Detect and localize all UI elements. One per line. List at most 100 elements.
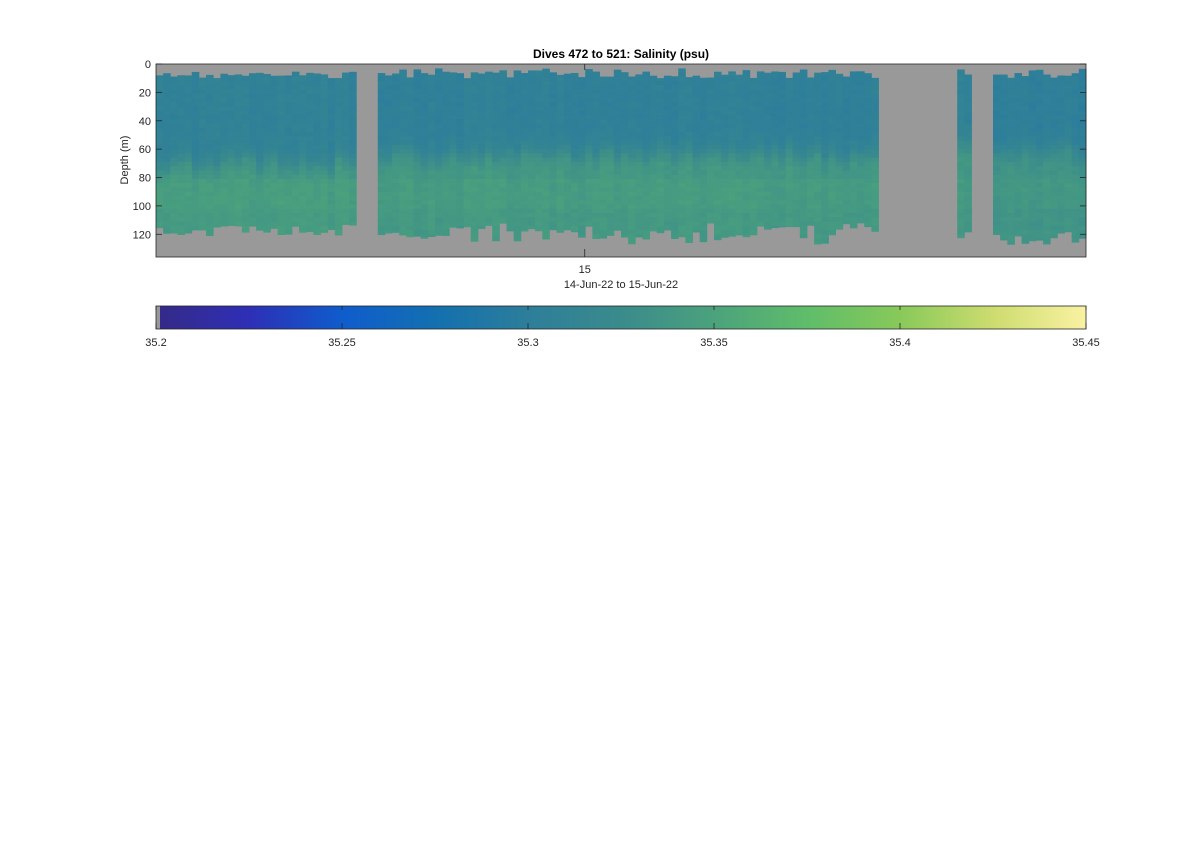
heatmap-cell: [220, 200, 228, 205]
heatmap-cell: [1043, 208, 1051, 214]
heatmap-cell: [342, 178, 350, 184]
heatmap-cell: [871, 230, 879, 232]
heatmap-cell: [1064, 85, 1073, 90]
heatmap-cell: [284, 213, 293, 218]
heatmap-cell: [206, 110, 214, 116]
heatmap-cell: [377, 102, 386, 107]
heatmap-cell: [771, 119, 779, 125]
heatmap-cell: [249, 102, 257, 107]
heatmap-cell: [284, 85, 293, 90]
heatmap-cell: [778, 81, 786, 86]
colorbar-tick-label: 35.25: [328, 337, 356, 349]
heatmap-cell: [864, 174, 872, 180]
heatmap-cell: [477, 102, 486, 107]
heatmap-cell: [535, 166, 543, 171]
heatmap-cell: [799, 85, 808, 90]
heatmap-cell: [520, 183, 529, 188]
heatmap-cell: [184, 102, 193, 107]
heatmap-cell: [392, 191, 400, 197]
heatmap-cell: [871, 221, 879, 227]
heatmap-cell: [742, 81, 751, 86]
heatmap-cell: [606, 200, 615, 205]
heatmap-cell: [764, 200, 772, 205]
heatmap-cell: [1021, 178, 1030, 184]
heatmap-cell: [678, 217, 686, 222]
heatmap-cell: [1035, 204, 1044, 210]
heatmap-cell: [649, 183, 658, 188]
heatmap-cell: [284, 149, 293, 154]
heatmap-cell: [1064, 75, 1073, 78]
heatmap-cell: [1035, 106, 1044, 112]
heatmap-cell: [599, 187, 608, 193]
heatmap-cell: [778, 187, 786, 193]
heatmap-cell: [263, 221, 271, 227]
heatmap-cell: [442, 170, 450, 176]
heatmap-cell: [1071, 204, 1080, 210]
heatmap-cell: [721, 234, 729, 238]
heatmap-cell: [313, 153, 321, 159]
heatmap-cell: [663, 89, 672, 95]
heatmap-cell: [563, 76, 572, 82]
heatmap-cell: [835, 200, 844, 205]
heatmap-cell: [699, 81, 708, 86]
heatmap-cell: [535, 144, 543, 150]
heatmap-cell: [556, 225, 565, 231]
heatmap-cell: [184, 200, 193, 205]
heatmap-cell: [342, 187, 350, 193]
heatmap-cell: [749, 149, 758, 154]
heatmap-cell: [477, 106, 486, 112]
heatmap-cell: [1028, 98, 1037, 103]
heatmap-cell: [184, 115, 193, 120]
heatmap-cell: [413, 98, 422, 103]
heatmap-cell: [771, 183, 779, 188]
heatmap-cell: [678, 119, 686, 125]
heatmap-cell: [807, 157, 815, 163]
heatmap-cell: [964, 191, 972, 197]
heatmap-cell: [177, 213, 186, 218]
heatmap-cell: [427, 208, 436, 214]
heatmap-cell: [234, 119, 243, 125]
heatmap-cell: [792, 157, 801, 163]
heatmap-cell: [585, 174, 593, 180]
heatmap-cell: [313, 217, 321, 222]
heatmap-cell: [1050, 204, 1058, 210]
heatmap-cell: [706, 153, 715, 159]
heatmap-cell: [699, 166, 708, 171]
heatmap-cell: [449, 89, 457, 95]
heatmap-cell: [249, 166, 257, 171]
heatmap-cell: [198, 174, 207, 180]
heatmap-cell: [613, 81, 622, 86]
heatmap-cell: [692, 149, 701, 154]
heatmap-cell: [663, 221, 672, 227]
heatmap-cell: [485, 204, 493, 210]
heatmap-cell: [435, 183, 443, 188]
heatmap-cell: [835, 161, 844, 167]
heatmap-cell: [628, 98, 636, 103]
heatmap-cell: [642, 174, 651, 180]
heatmap-cell: [320, 144, 329, 150]
heatmap-cell: [613, 187, 622, 193]
heatmap-cell: [549, 153, 558, 159]
heatmap-cell: [413, 191, 422, 197]
heatmap-cell: [685, 191, 693, 197]
heatmap-cell: [392, 110, 400, 116]
heatmap-cell: [277, 89, 286, 95]
heatmap-cell: [771, 115, 779, 120]
heatmap-cell: [749, 77, 758, 82]
heatmap-cell: [528, 187, 536, 193]
heatmap-cell: [306, 161, 314, 167]
heatmap-cell: [492, 187, 500, 193]
heatmap-cell: [957, 230, 965, 235]
heatmap-cell: [857, 72, 865, 78]
heatmap-cell: [1014, 183, 1023, 188]
heatmap-cell: [570, 191, 579, 197]
heatmap-cell: [685, 178, 693, 184]
heatmap-cell: [771, 161, 779, 167]
heatmap-cell: [435, 234, 443, 236]
heatmap-cell: [156, 98, 164, 103]
heatmap-cell: [1050, 234, 1058, 239]
heatmap-cell: [957, 200, 965, 205]
heatmap-cell: [964, 140, 972, 146]
heatmap-cell: [714, 89, 722, 95]
heatmap-cell: [592, 115, 600, 120]
